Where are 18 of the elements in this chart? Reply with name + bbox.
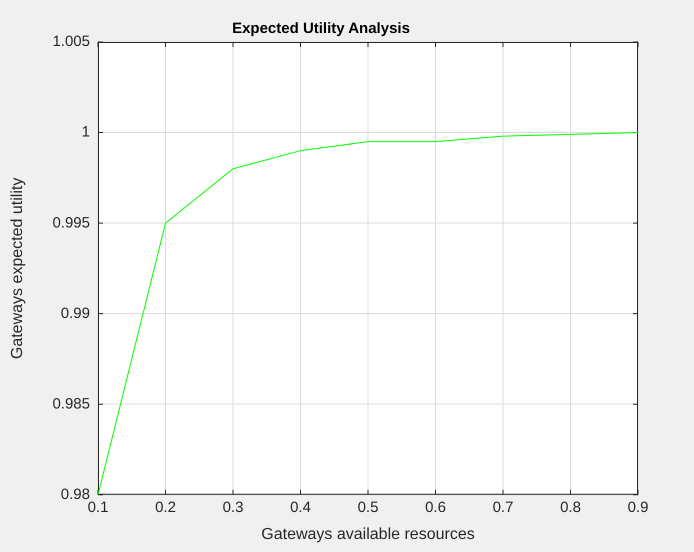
x-tick-label: 0.7 [492, 498, 514, 516]
x-axis-title: Gateways available resources [261, 526, 475, 543]
x-tick-label: 0.1 [88, 498, 108, 516]
chart-title: Expected Utility Analysis [232, 20, 410, 38]
x-tick-label: 0.4 [290, 498, 311, 516]
y-tick-label: 0.98 [60, 486, 90, 503]
y-tick-label: 0.985 [52, 395, 90, 412]
y-tick-label: 0.995 [52, 214, 90, 232]
x-tick-label: 0.9 [628, 498, 648, 516]
y-tick-label: 1 [82, 124, 90, 141]
y-tick-label: 0.99 [60, 304, 90, 322]
y-tick-label: 1.005 [52, 33, 90, 50]
x-tick-label: 0.5 [358, 498, 378, 516]
x-tick-label: 0.8 [560, 498, 581, 516]
x-tick-label: 0.6 [425, 498, 446, 516]
y-axis-title: Gateways expected utility [9, 178, 26, 360]
x-tick-label: 0.3 [222, 498, 244, 516]
x-tick-label: 0.2 [155, 498, 176, 516]
